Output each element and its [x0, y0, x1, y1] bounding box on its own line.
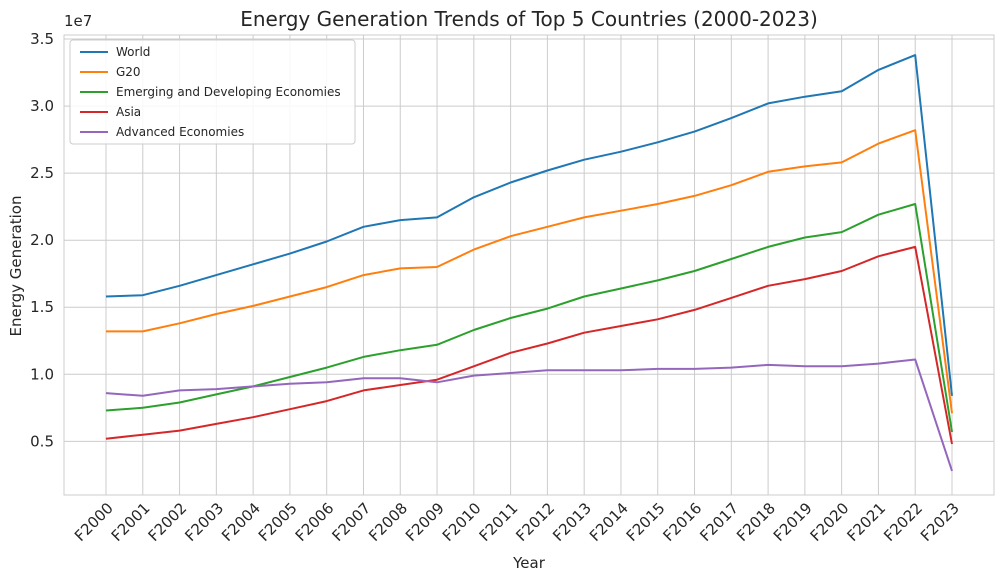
x-tick-label: F2000	[71, 499, 117, 545]
x-tick-label: F2020	[807, 499, 853, 545]
x-tick-label: F2016	[660, 499, 706, 545]
series-lines	[105, 54, 953, 472]
x-tick-label: F2019	[770, 499, 816, 545]
y-tick-labels: 0.5 1.0 1.5 2.0 2.5 3.0 3.5	[30, 30, 54, 450]
series-line-emerging-and-developing-economies	[105, 203, 953, 433]
x-tick-label: F2006	[292, 499, 338, 545]
x-tick-label: F2003	[181, 499, 227, 545]
x-tick-label: F2010	[439, 499, 485, 545]
series-line-asia	[105, 245, 953, 445]
x-tick-label: F2008	[365, 499, 411, 545]
legend-label-world: World	[116, 45, 150, 59]
legend-frame	[69, 39, 356, 145]
y-tick-label: 3.5	[30, 30, 54, 48]
x-axis-label: Year	[512, 554, 546, 572]
x-tick-label: F2018	[733, 499, 779, 545]
x-tick-label: F2001	[108, 499, 154, 545]
y-axis-label: Energy Generation	[7, 196, 25, 337]
y-offset-label: 1e7	[64, 12, 92, 30]
x-tick-label: F2009	[402, 499, 448, 545]
legend-label-g20: G20	[116, 65, 141, 79]
chart-title: Energy Generation Trends of Top 5 Countr…	[240, 7, 818, 31]
x-tick-label: F2012	[512, 499, 558, 545]
x-tick-label: F2004	[218, 499, 264, 545]
legend-label-emerging-and-developing-economies: Emerging and Developing Economies	[116, 85, 341, 99]
legend-label-advanced-economies: Advanced Economies	[116, 125, 244, 139]
x-tick-label: F2021	[843, 499, 889, 545]
x-tick-label: F2017	[696, 499, 742, 545]
plot-frame	[63, 34, 995, 496]
x-tick-labels: F2000F2001F2002F2003F2004F2005F2006F2007…	[71, 499, 963, 545]
x-tick-label: F2011	[476, 499, 522, 545]
x-tick-label: F2023	[917, 499, 963, 545]
x-tick-label: F2014	[586, 499, 632, 545]
legend: World G20 Emerging and Developing Economie…	[69, 39, 356, 145]
x-tick-label: F2022	[880, 499, 926, 545]
legend-items: World G20 Emerging and Developing Economie…	[80, 45, 341, 139]
y-tick-label: 0.5	[30, 432, 54, 450]
series-line-world	[105, 54, 953, 396]
legend-label-asia: Asia	[116, 105, 141, 119]
y-tick-label: 1.5	[30, 298, 54, 316]
y-tick-label: 1.0	[30, 365, 54, 383]
x-tick-label: F2013	[549, 499, 595, 545]
y-tick-label: 2.5	[30, 164, 54, 182]
x-tick-label: F2015	[623, 499, 669, 545]
x-tick-label: F2002	[145, 499, 191, 545]
series-line-advanced-economies	[105, 358, 953, 472]
x-tick-label: F2007	[328, 499, 374, 545]
series-line-g20	[106, 129, 953, 414]
x-tick-label: F2005	[255, 499, 301, 545]
y-tick-label: 2.0	[30, 231, 54, 249]
y-tick-label: 3.0	[30, 97, 54, 115]
